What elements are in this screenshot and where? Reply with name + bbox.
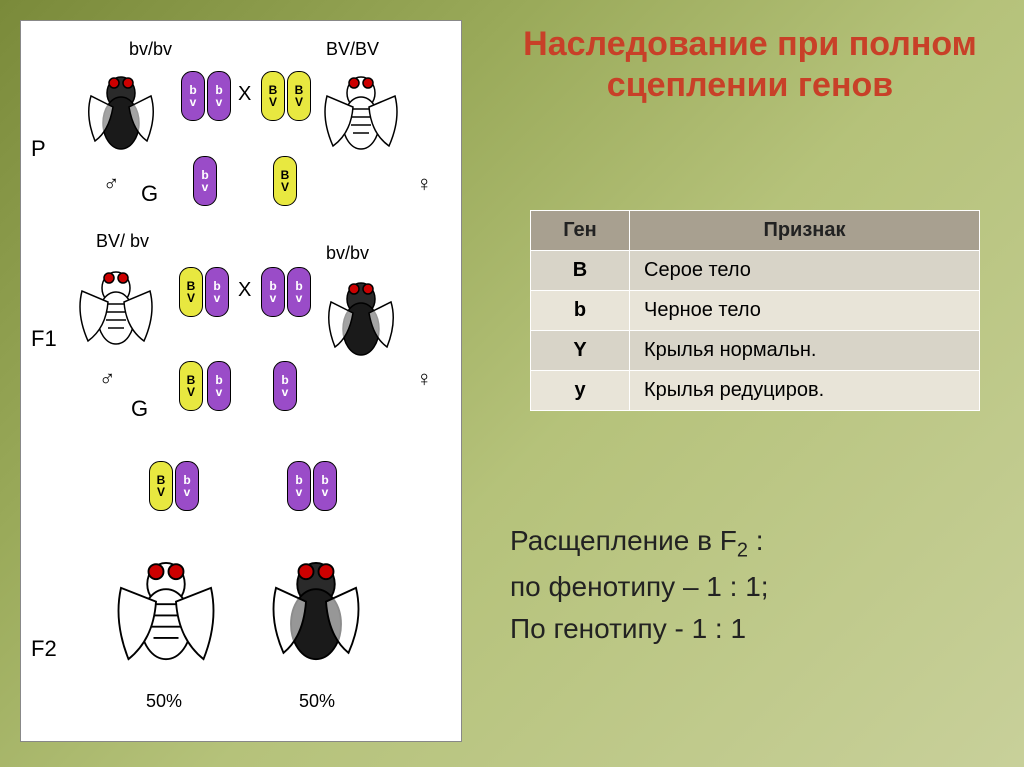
table-row: y Крылья редуциров.: [531, 371, 980, 411]
label-P: P: [31, 136, 46, 162]
gene-cell: b: [531, 291, 630, 331]
trait-cell: Черное тело: [630, 291, 980, 331]
label-cross1: X: [238, 83, 251, 106]
page-title: Наследование при полном сцеплении генов: [490, 24, 1010, 106]
male-symbol: ♂: [99, 366, 116, 392]
gene-cell: y: [531, 371, 630, 411]
trait-cell: Серое тело: [630, 251, 980, 291]
female-symbol: ♀: [416, 366, 433, 392]
chromosome: BV: [261, 71, 285, 121]
trait-cell: Крылья нормальн.: [630, 331, 980, 371]
table-row: b Черное тело: [531, 291, 980, 331]
chromosome: BV: [287, 71, 311, 121]
chromosome: BV: [273, 156, 297, 206]
label-F2: F2: [31, 636, 57, 662]
label-pct1: 50%: [146, 691, 182, 712]
fly-p-left: [81, 61, 161, 156]
chromosome: bv: [207, 71, 231, 121]
male-symbol: ♂: [103, 171, 120, 197]
chromosome: bv: [287, 267, 311, 317]
label-G2: G: [131, 396, 148, 422]
label-p1-genotype: bv/bv: [129, 39, 172, 60]
label-f1b-genotype: bv/bv: [326, 243, 369, 264]
label-pct2: 50%: [299, 691, 335, 712]
results-block: Расщепление в F2 : по фенотипу – 1 : 1; …: [510, 520, 769, 650]
table-row: B Серое тело: [531, 251, 980, 291]
table-header-trait: Признак: [630, 211, 980, 251]
fly-f1-right: [321, 267, 401, 362]
fly-f1-left: [76, 256, 156, 351]
chromosome: bv: [207, 361, 231, 411]
table-row: Y Крылья нормальн.: [531, 331, 980, 371]
chromosome: bv: [287, 461, 311, 511]
fly-f2-right: [266, 546, 366, 666]
fly-f2-left: [116, 546, 216, 666]
chromosome: bv: [273, 361, 297, 411]
label-cross2: X: [238, 279, 251, 302]
table-header-gene: Ген: [531, 211, 630, 251]
chromosome: bv: [261, 267, 285, 317]
results-line2: по фенотипу – 1 : 1;: [510, 566, 769, 608]
chromosome: BV: [149, 461, 173, 511]
fly-p-right: [321, 61, 401, 156]
label-p2-genotype: BV/BV: [326, 39, 379, 60]
cross-diagram: P bv/bv BV/BV bv bv BV BV X G bv BV ♂ ♀: [20, 20, 462, 742]
results-line1: Расщепление в F2 :: [510, 520, 769, 566]
chromosome: BV: [179, 267, 203, 317]
chromosome: bv: [175, 461, 199, 511]
gene-trait-table: Ген Признак B Серое тело b Черное тело Y…: [530, 210, 980, 411]
chromosome: bv: [181, 71, 205, 121]
chromosome: bv: [193, 156, 217, 206]
chromosome: bv: [313, 461, 337, 511]
gene-cell: Y: [531, 331, 630, 371]
label-F1: F1: [31, 326, 57, 352]
label-G1: G: [141, 181, 158, 207]
gene-cell: B: [531, 251, 630, 291]
trait-cell: Крылья редуциров.: [630, 371, 980, 411]
results-line3: По генотипу - 1 : 1: [510, 608, 769, 650]
chromosome: bv: [205, 267, 229, 317]
label-f1a-genotype: BV/ bv: [96, 231, 149, 252]
female-symbol: ♀: [416, 171, 433, 197]
chromosome: BV: [179, 361, 203, 411]
